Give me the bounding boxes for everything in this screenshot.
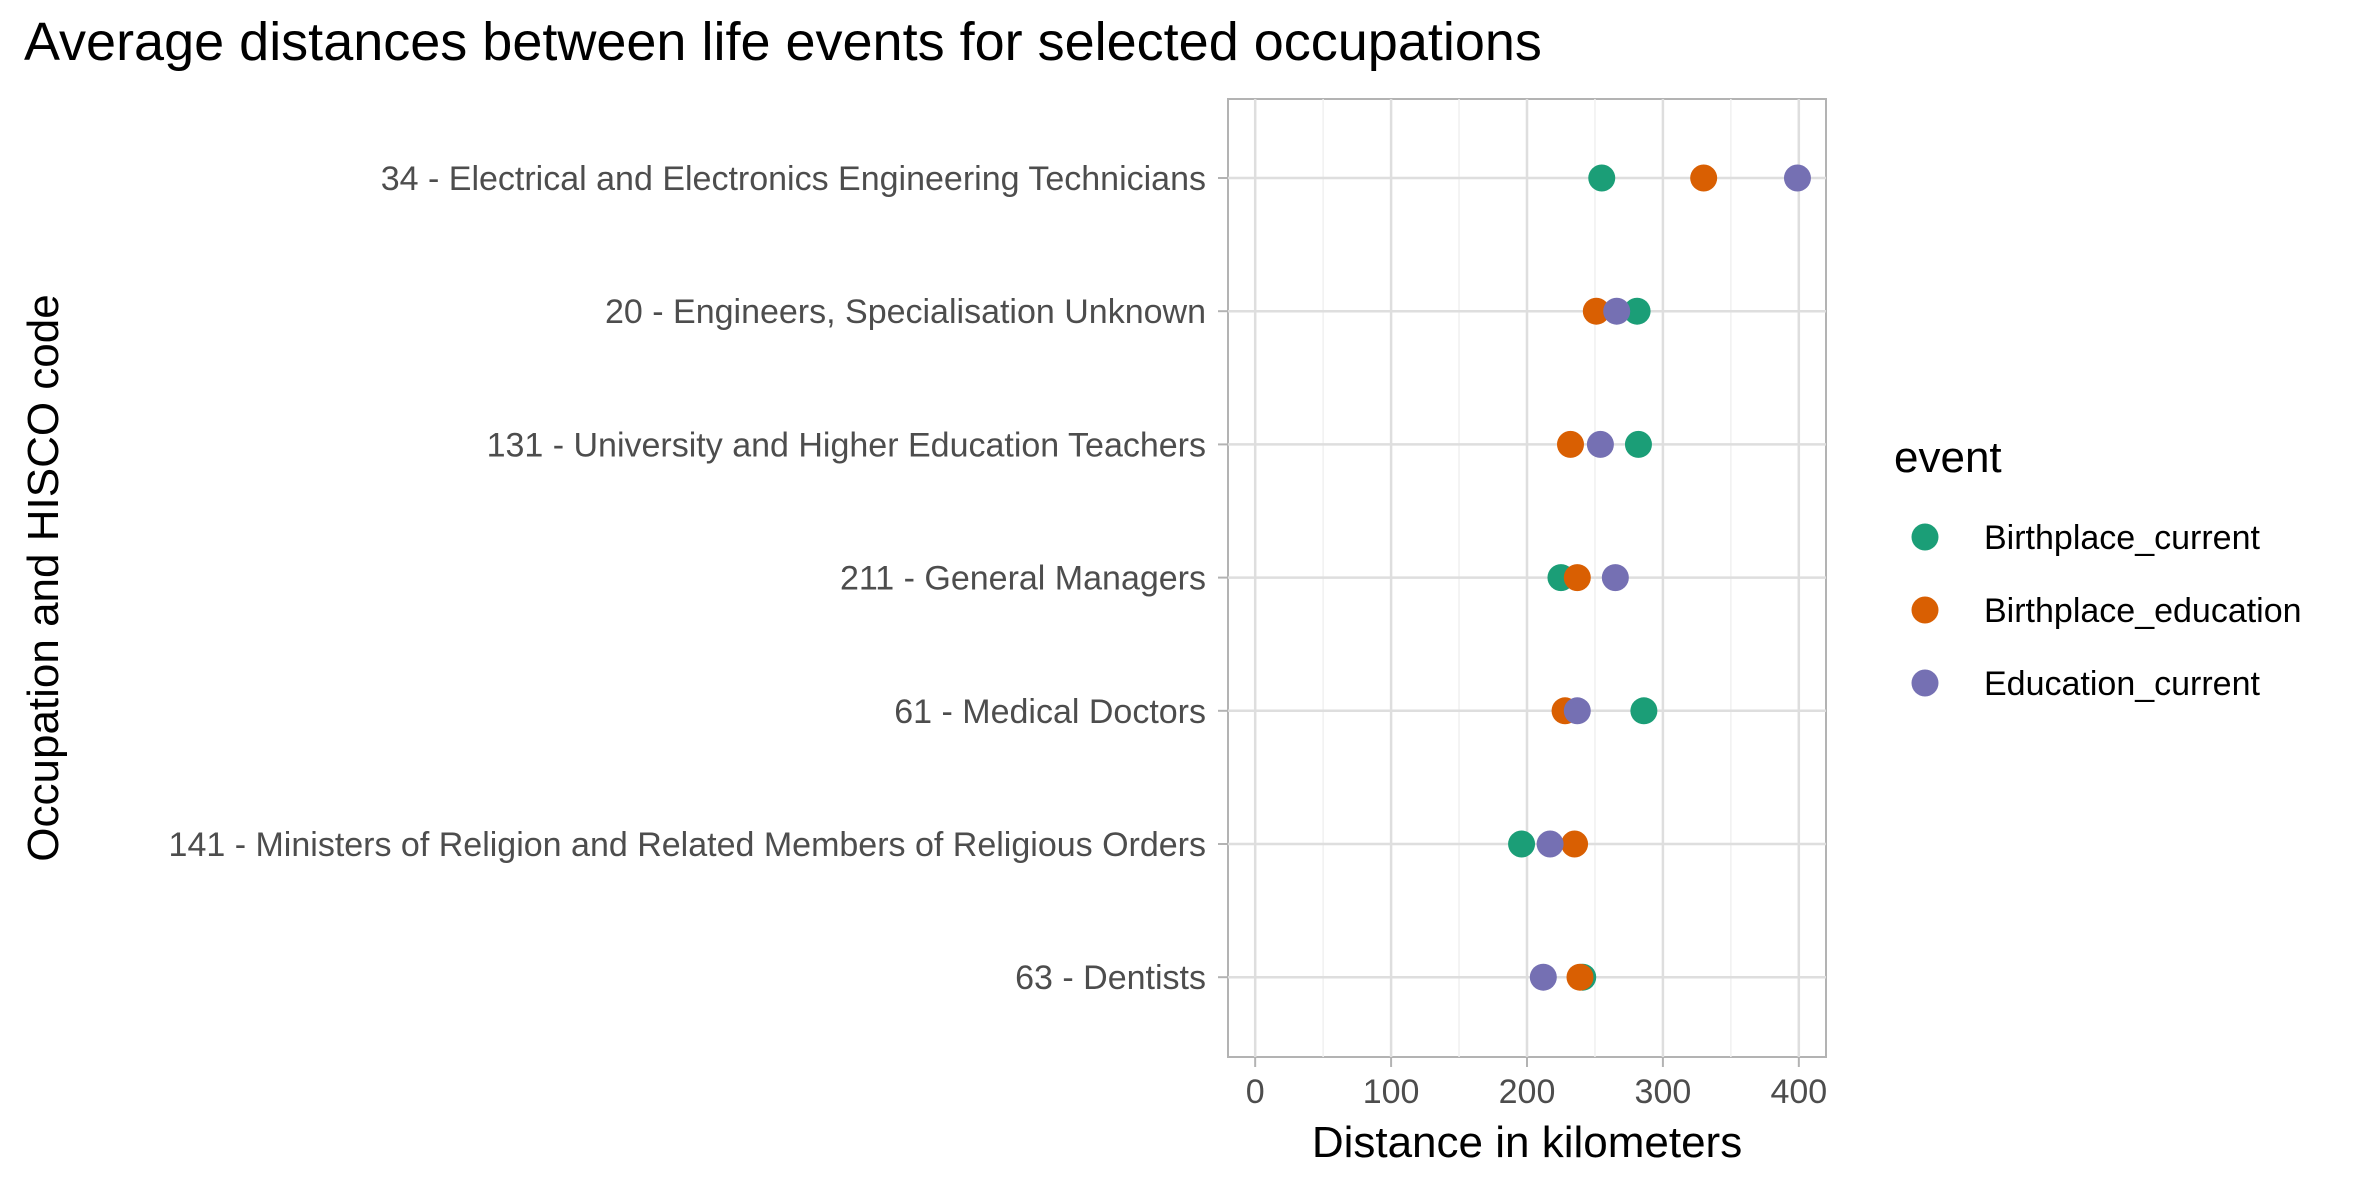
point-birthplace-education: [1561, 830, 1589, 858]
point-birthplace-current: [1588, 164, 1616, 192]
major-gridlines: [1228, 99, 1826, 1057]
y-tick-label: 34 - Electrical and Electronics Engineer…: [381, 160, 1206, 198]
y-axis-title: Occupation and HISCO code: [19, 294, 68, 861]
y-tick-label: 20 - Engineers, Specialisation Unknown: [605, 293, 1206, 331]
legend-title: event: [1894, 433, 2002, 482]
point-birthplace-current: [1624, 430, 1652, 458]
legend-key-birthplace-education: [1911, 596, 1939, 624]
legend-label: Education_current: [1984, 665, 2261, 703]
point-birthplace-education: [1556, 430, 1584, 458]
point-education-current: [1603, 297, 1631, 325]
point-education-current: [1586, 430, 1614, 458]
x-tick-label: 200: [1499, 1073, 1556, 1111]
y-tick-label: 61 - Medical Doctors: [894, 693, 1206, 731]
x-axis-title: Distance in kilometers: [1312, 1118, 1742, 1167]
point-education-current: [1601, 564, 1629, 592]
point-birthplace-education: [1566, 963, 1594, 991]
point-education-current: [1536, 830, 1564, 858]
y-axis-ticks: 34 - Electrical and Electronics Engineer…: [169, 160, 1228, 997]
point-birthplace-current: [1623, 297, 1651, 325]
chart-title: Average distances between life events fo…: [24, 12, 1542, 72]
legend-key-birthplace-current: [1911, 523, 1939, 551]
point-birthplace-education: [1563, 564, 1591, 592]
point-education-current: [1563, 697, 1591, 725]
y-tick-label: 131 - University and Higher Education Te…: [487, 426, 1206, 464]
y-tick-label: 141 - Ministers of Religion and Related …: [169, 826, 1206, 864]
legend: event Birthplace_current Birthplace_educa…: [1894, 433, 2302, 703]
legend-label: Birthplace_education: [1984, 592, 2302, 630]
x-tick-label: 100: [1363, 1073, 1420, 1111]
y-tick-label: 211 - General Managers: [840, 560, 1206, 598]
point-education-current: [1529, 963, 1557, 991]
x-tick-label: 300: [1635, 1073, 1692, 1111]
point-birthplace-education: [1582, 297, 1610, 325]
x-tick-label: 0: [1246, 1073, 1265, 1111]
legend-key-education-current: [1911, 669, 1939, 697]
point-education-current: [1783, 164, 1811, 192]
data-points: [1508, 164, 1811, 991]
y-tick-label: 63 - Dentists: [1015, 959, 1206, 997]
point-birthplace-current: [1630, 697, 1658, 725]
point-birthplace-current: [1508, 830, 1536, 858]
legend-label: Birthplace_current: [1984, 519, 2260, 557]
point-birthplace-education: [1690, 164, 1718, 192]
x-axis-ticks: 0 100 200 300 400: [1246, 1057, 1827, 1111]
x-tick-label: 400: [1770, 1073, 1827, 1111]
